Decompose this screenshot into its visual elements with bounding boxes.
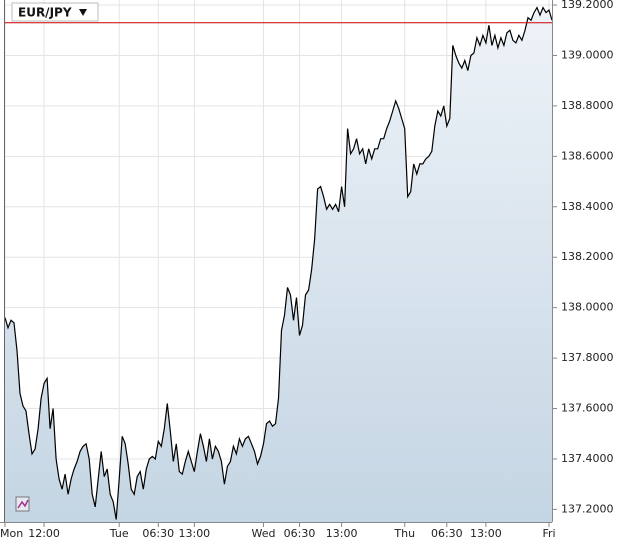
x-tick-label: 06:30 — [284, 527, 316, 540]
y-tick-label: 138.0000 — [561, 301, 614, 314]
settings-icon[interactable] — [15, 496, 30, 512]
x-tick-label: Thu — [393, 527, 415, 540]
x-tick-label: 06:30 — [142, 527, 174, 540]
price-line — [4, 6, 553, 520]
y-tick-label: 137.2000 — [561, 502, 614, 515]
x-tick-label: Tue — [109, 527, 129, 540]
y-tick-label: 139.0000 — [561, 48, 614, 61]
x-tick-label: 06:30 — [431, 527, 463, 540]
y-tick-label: 137.4000 — [561, 452, 614, 465]
y-tick-label: 137.8000 — [561, 351, 614, 364]
dropdown-arrow[interactable] — [79, 9, 87, 16]
x-tick-label: 13:00 — [470, 527, 502, 540]
x-tick-label: Wed — [251, 527, 275, 540]
y-tick-label: 138.2000 — [561, 250, 614, 263]
chart-title: EUR/JPY — [18, 6, 72, 20]
x-tick-label: Fri — [542, 527, 555, 540]
y-tick-label: 137.6000 — [561, 402, 614, 415]
x-tick-label: Mon — [0, 527, 23, 540]
x-tick-label: 13:00 — [326, 527, 358, 540]
x-tick-label: 12:00 — [28, 527, 60, 540]
symbol-selector[interactable] — [11, 2, 99, 22]
area-fill — [5, 7, 552, 523]
y-tick-label: 138.6000 — [561, 149, 614, 162]
x-tick-label: 13:00 — [178, 527, 210, 540]
y-tick-label: 139.2000 — [561, 0, 614, 11]
y-tick-label: 138.4000 — [561, 200, 614, 213]
y-tick-label: 138.8000 — [561, 99, 614, 112]
